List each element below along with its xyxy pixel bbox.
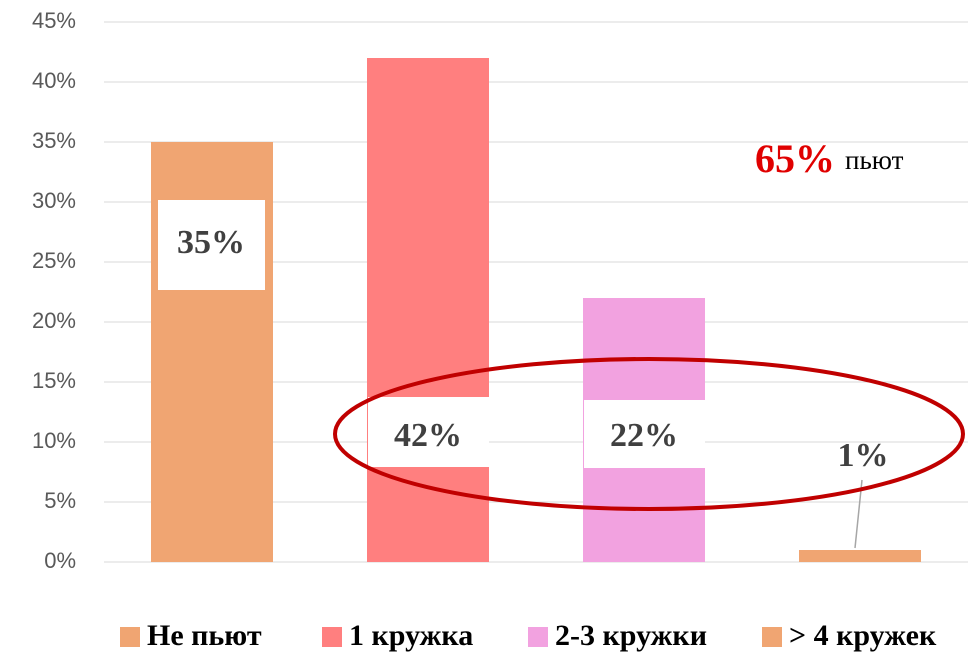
y-tick-label: 15% bbox=[32, 368, 76, 393]
y-tick-label: 0% bbox=[44, 548, 76, 573]
data-label: 35% bbox=[177, 224, 245, 261]
bar bbox=[799, 550, 921, 562]
legend-label: > 4 кружек bbox=[789, 619, 937, 652]
highlight-ellipse bbox=[333, 357, 965, 511]
y-tick-label: 30% bbox=[32, 188, 76, 213]
y-tick-label: 5% bbox=[44, 488, 76, 513]
legend-label: Не пьют bbox=[147, 619, 262, 652]
data-label: 22% bbox=[610, 417, 678, 454]
y-tick-label: 35% bbox=[32, 128, 76, 153]
data-label: 1% bbox=[838, 437, 889, 474]
legend-label: 2-3 кружки bbox=[555, 619, 707, 652]
y-tick-label: 20% bbox=[32, 308, 76, 333]
legend-swatch bbox=[528, 627, 548, 647]
data-label-box bbox=[584, 400, 705, 468]
annotation-highlight: 65% bbox=[755, 136, 835, 181]
annotation-text: пьют bbox=[845, 145, 904, 175]
y-tick-label: 25% bbox=[32, 248, 76, 273]
data-label: 42% bbox=[394, 417, 462, 454]
y-tick-label: 40% bbox=[32, 68, 76, 93]
data-label-box bbox=[158, 200, 265, 290]
bar bbox=[367, 58, 489, 562]
legend-swatch bbox=[762, 627, 782, 647]
y-tick-label: 45% bbox=[32, 8, 76, 33]
legend-swatch bbox=[322, 627, 342, 647]
y-tick-label: 10% bbox=[32, 428, 76, 453]
annotation: 65% пьют bbox=[755, 136, 904, 181]
legend-label: 1 кружка bbox=[349, 619, 473, 652]
data-label-box bbox=[368, 397, 489, 467]
legend-swatch bbox=[120, 627, 140, 647]
